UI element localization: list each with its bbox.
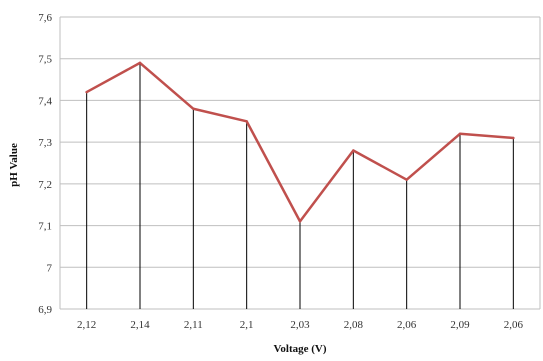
y-tick-label: 7,3 <box>38 137 52 149</box>
data-point <box>458 132 462 135</box>
y-tick-label: 7,5 <box>38 54 52 66</box>
series-layer <box>85 61 515 223</box>
x-tick-labels: 2,12 2,14 2,11 2,1 2,03 2,08 2,06 2,09 2,06 <box>77 319 523 331</box>
x-tick-label: 2,06 <box>504 319 524 331</box>
y-tick-labels: 6,9 7 7,1 7,2 7,3 7,4 7,5 7,6 <box>38 12 52 316</box>
x-tick-label: 2,11 <box>184 319 203 331</box>
y-tick-label: 7,4 <box>38 95 52 107</box>
data-point <box>512 136 515 140</box>
y-tick-label: 7 <box>47 262 53 274</box>
data-point <box>138 61 142 65</box>
drop-lines <box>86 62 514 309</box>
y-axis-title: pH Value <box>8 143 20 187</box>
x-tick-label: 2,09 <box>450 319 470 331</box>
x-axis-title: Voltage (V) <box>273 343 326 355</box>
data-point <box>192 107 195 110</box>
x-tick-label: 2,12 <box>77 319 96 331</box>
y-tick-label: 6,9 <box>38 304 52 316</box>
data-point <box>352 149 355 152</box>
data-point <box>405 178 408 181</box>
data-point <box>245 120 248 123</box>
y-tick-label: 7,1 <box>38 221 52 233</box>
x-tick-label: 2,06 <box>397 319 417 331</box>
x-tick-label: 2,03 <box>290 319 310 331</box>
y-tick-label: 7,2 <box>38 179 52 191</box>
x-tick-label: 2,08 <box>344 319 364 331</box>
data-point <box>85 90 88 94</box>
y-tick-label: 7,6 <box>38 12 52 24</box>
data-point <box>298 220 302 223</box>
x-tick-label: 2,14 <box>130 319 150 331</box>
x-tick-label: 2,1 <box>240 319 254 331</box>
plot-border <box>59 17 541 309</box>
